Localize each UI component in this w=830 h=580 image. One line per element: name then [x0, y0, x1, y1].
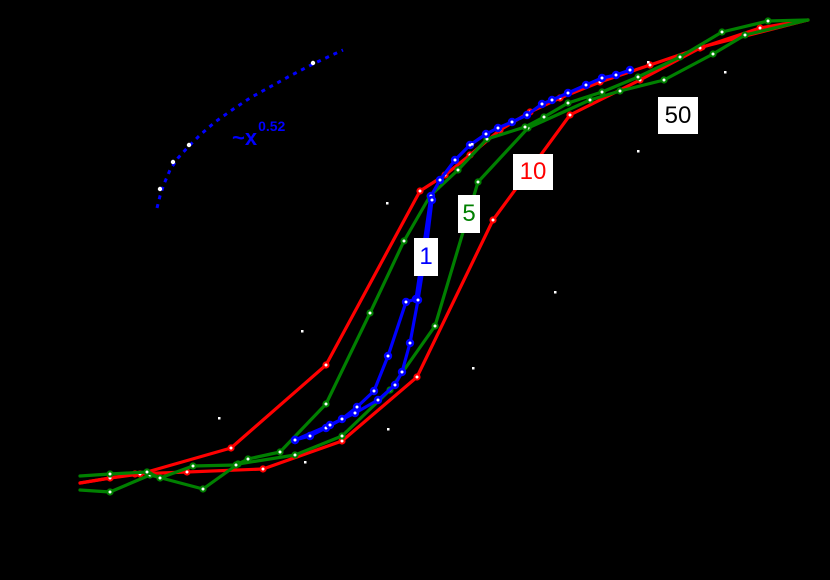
data-point-marker	[397, 367, 407, 377]
data-point-marker	[493, 123, 503, 133]
data-point-marker	[598, 88, 606, 96]
data-point-marker	[427, 195, 437, 205]
data-point-marker	[401, 297, 411, 307]
data-point-marker	[305, 431, 315, 441]
scatter-point	[554, 291, 557, 294]
data-point-marker	[431, 322, 439, 330]
data-point-marker	[586, 96, 594, 104]
series-layer	[78, 17, 810, 496]
fit-marker	[170, 159, 176, 165]
data-point-marker	[244, 455, 252, 463]
data-point-marker	[232, 461, 240, 469]
data-point-marker	[481, 129, 491, 139]
data-point-marker	[383, 351, 393, 361]
data-point-marker	[611, 70, 621, 80]
data-point-marker	[741, 31, 749, 39]
data-point-marker	[521, 123, 529, 131]
data-point-marker	[156, 474, 164, 482]
data-point-marker	[416, 187, 424, 195]
fit-curve-line	[155, 48, 344, 209]
scatter-point	[387, 428, 390, 431]
scatter-point	[301, 330, 304, 333]
data-point-marker	[581, 80, 591, 90]
data-point-marker	[454, 166, 462, 174]
data-point-marker	[338, 437, 346, 445]
data-point-marker	[435, 175, 445, 185]
scatter-points	[218, 61, 727, 464]
scatter-point	[218, 417, 221, 420]
data-point-marker	[489, 216, 497, 224]
data-point-marker	[189, 462, 197, 470]
scatter-point	[304, 461, 307, 464]
data-point-marker	[143, 468, 151, 476]
data-point-marker	[322, 361, 330, 369]
data-point-marker	[259, 465, 267, 473]
data-point-marker	[227, 444, 235, 452]
series-label-50: 50	[658, 97, 698, 134]
data-point-marker	[566, 111, 574, 119]
data-point-marker	[563, 88, 573, 98]
series-1	[290, 65, 635, 445]
data-point-marker	[709, 50, 717, 58]
data-point-marker	[564, 99, 572, 107]
data-point-marker	[405, 338, 415, 348]
series-label-text: 5	[462, 200, 476, 227]
data-point-marker	[390, 380, 400, 390]
scatter-point	[637, 150, 640, 153]
data-point-marker	[465, 140, 475, 150]
scatter-point	[647, 61, 650, 64]
data-point-marker	[450, 155, 460, 165]
data-point-marker	[400, 237, 408, 245]
data-point-marker	[369, 386, 379, 396]
data-point-marker	[413, 373, 421, 381]
data-point-marker	[547, 95, 557, 105]
data-point-marker	[350, 408, 360, 418]
series-label-5: 5	[458, 195, 480, 233]
fit-annotation: ~x0.52	[232, 118, 285, 151]
data-point-marker	[290, 435, 300, 445]
fit-marker	[157, 186, 163, 192]
data-point-marker	[325, 420, 335, 430]
fit-marker	[310, 60, 316, 66]
data-point-marker	[337, 414, 347, 424]
series-label-text: 1	[419, 243, 433, 270]
data-point-marker	[276, 448, 284, 456]
scatter-point	[472, 367, 475, 370]
scatter-point	[471, 143, 474, 146]
data-point-marker	[625, 65, 635, 75]
data-point-marker	[291, 451, 299, 459]
scatter-point	[724, 71, 727, 74]
data-point-marker	[338, 432, 346, 440]
data-point-marker	[322, 400, 330, 408]
data-point-marker	[540, 113, 548, 121]
series-label-text: 50	[664, 101, 692, 129]
fit-label-prefix: ~x	[232, 125, 258, 150]
series-label-10: 10	[513, 154, 553, 190]
fit-marker	[186, 142, 192, 148]
fit-exponent: 0.52	[258, 118, 286, 134]
data-point-marker	[764, 17, 772, 25]
data-point-marker	[106, 470, 114, 478]
data-point-marker	[366, 309, 374, 317]
power-law-fit	[155, 48, 344, 209]
data-point-marker	[507, 117, 517, 127]
data-point-marker	[522, 110, 532, 120]
data-point-marker	[660, 76, 668, 84]
data-point-marker	[413, 295, 423, 305]
data-point-marker	[373, 395, 383, 405]
data-point-marker	[106, 488, 114, 496]
data-point-marker	[676, 53, 684, 61]
data-point-marker	[616, 87, 624, 95]
data-point-marker	[634, 73, 642, 81]
data-point-marker	[474, 178, 482, 186]
data-point-marker	[718, 28, 726, 36]
data-point-marker	[597, 73, 607, 83]
scatter-point	[386, 202, 389, 205]
series-label-1: 1	[414, 238, 438, 276]
series-label-text: 10	[519, 158, 547, 185]
data-point-marker	[199, 485, 207, 493]
data-point-marker	[537, 99, 547, 109]
